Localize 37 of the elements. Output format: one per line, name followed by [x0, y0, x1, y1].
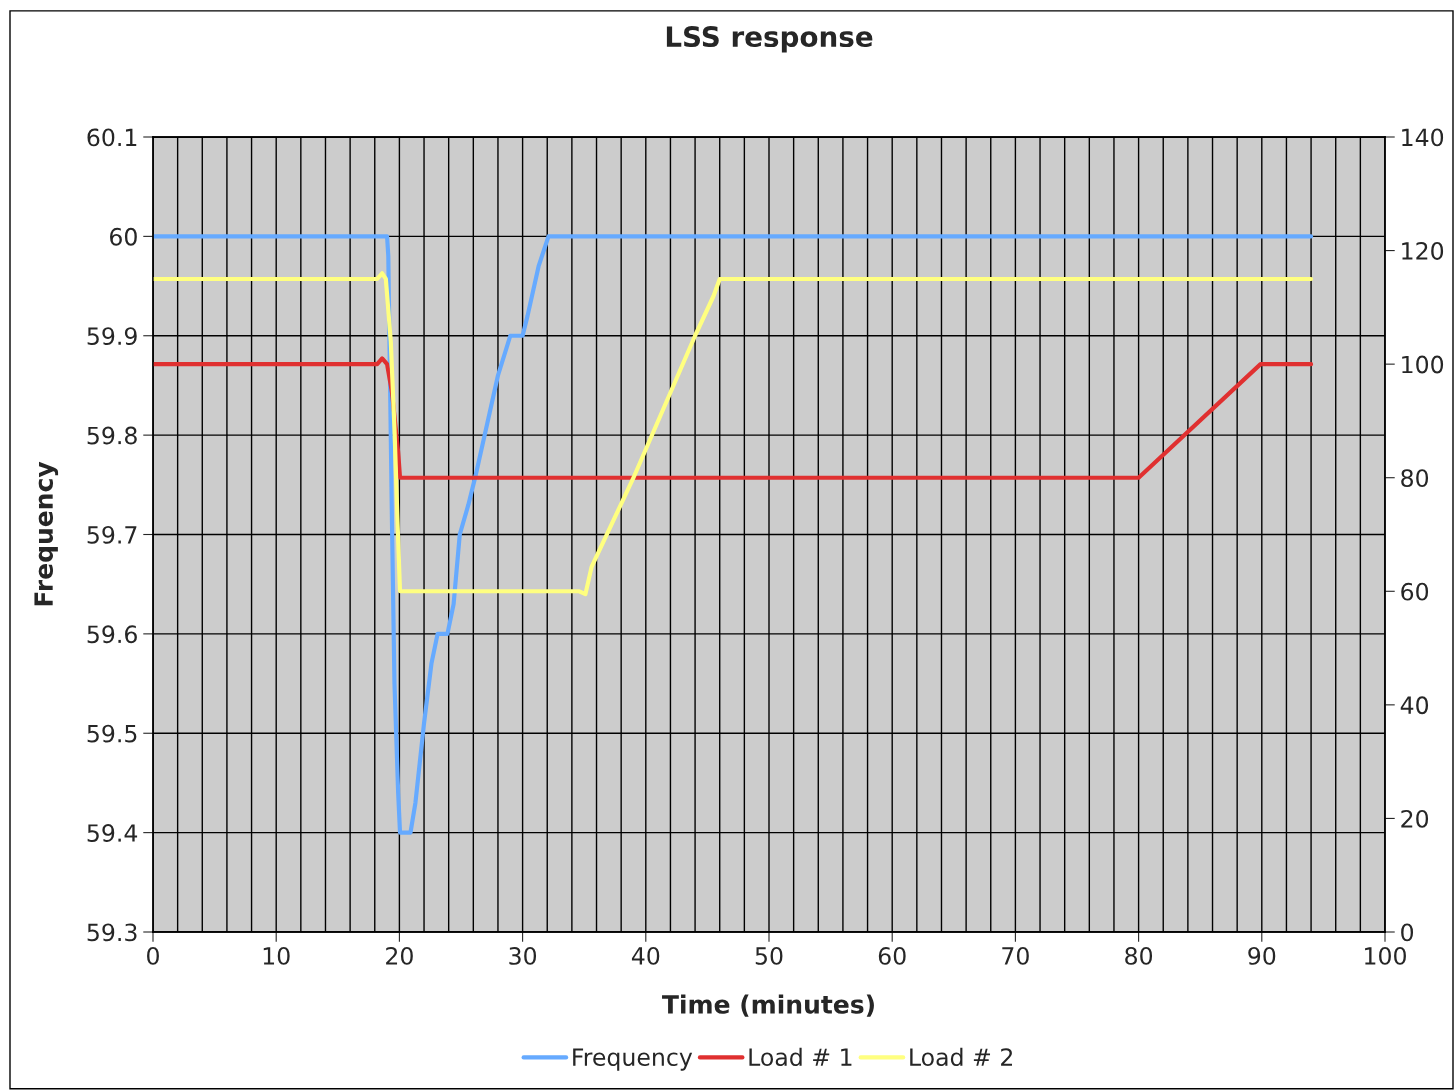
y-tick-label: 59.6 — [87, 625, 137, 644]
x-tick-label: 20 — [386, 947, 413, 965]
y-tick-label: 60 — [110, 227, 137, 246]
x-tick-label: 10 — [263, 947, 290, 965]
x-tick-label: 30 — [509, 947, 537, 965]
line-series — [153, 271, 1314, 597]
x-tick-label: 40 — [631, 947, 660, 965]
x-tick-label: 70 — [1002, 947, 1029, 965]
line-series — [153, 356, 1314, 480]
line-series — [153, 234, 1314, 835]
y-axis-title: Frequency — [34, 461, 59, 606]
y-tick-label: 59.7 — [87, 525, 137, 544]
legend-label: Load # 2 — [910, 1047, 1012, 1067]
y2-tick-label: 100 — [1402, 355, 1444, 374]
y-tick-label: 60.1 — [87, 128, 137, 147]
x-tick-label: 0 — [147, 947, 159, 965]
legend-label: Frequency — [573, 1048, 693, 1071]
legend-label: Load # 1 — [749, 1047, 852, 1067]
y2-tick-label: 60 — [1401, 582, 1429, 601]
y-tick-label: 59.3 — [87, 923, 137, 942]
x-tick-label: 50 — [755, 947, 783, 965]
y-tick-label: 59.8 — [87, 426, 137, 445]
chart-title: LSS response — [666, 26, 873, 53]
y2-tick-label: 120 — [1402, 242, 1444, 260]
y2-tick-label: 0 — [1401, 923, 1414, 942]
y-tick-label: 59.4 — [87, 824, 138, 842]
y2-tick-label: 40 — [1400, 696, 1429, 715]
x-tick-label: 100 — [1365, 947, 1406, 965]
y-tick-label: 59.9 — [87, 327, 137, 346]
y-tick-label: 59.5 — [87, 724, 137, 743]
x-tick-label: 90 — [1248, 947, 1276, 965]
x-tick-label: 60 — [878, 947, 906, 965]
y2-tick-label: 140 — [1402, 128, 1444, 147]
y2-tick-label: 80 — [1401, 469, 1429, 488]
x-axis-title: Time (minutes) — [662, 994, 874, 1017]
x-tick-label: 80 — [1125, 947, 1153, 965]
y2-tick-label: 20 — [1401, 809, 1429, 828]
